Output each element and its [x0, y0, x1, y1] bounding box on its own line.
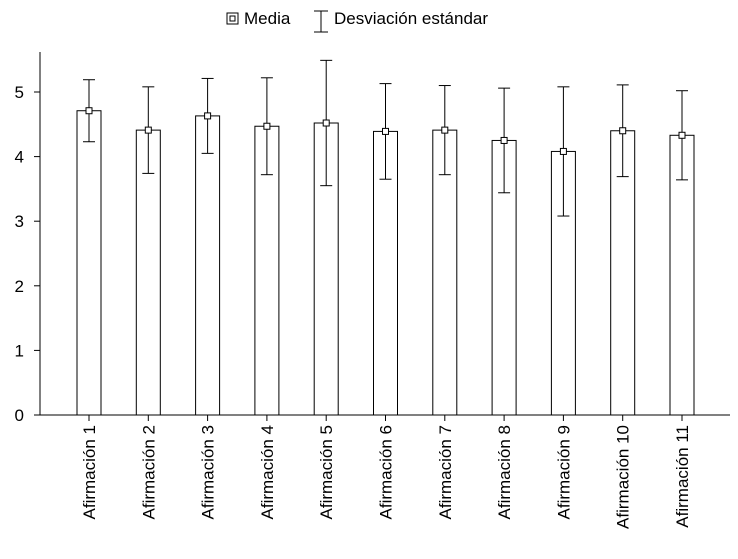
y-tick-label: 1	[15, 341, 24, 360]
y-tick-label: 2	[15, 277, 24, 296]
legend-sd-marker	[314, 10, 328, 33]
bar	[610, 130, 636, 416]
x-tick-label: Afirmación 5	[317, 425, 336, 519]
mean-marker	[263, 122, 271, 130]
bars	[76, 59, 695, 416]
mean-marker	[678, 131, 686, 139]
x-tick-labels: Afirmación 1 Afirmación 2 Afirmación 3 Afir…	[80, 415, 692, 529]
x-tick-label: Afirmación 3	[199, 425, 218, 519]
mean-marker	[322, 119, 330, 127]
bar	[195, 115, 221, 416]
y-ticks: 0 1 2 3 4 5	[15, 83, 40, 425]
bar	[432, 129, 458, 416]
x-tick-label: Afirmación 1	[80, 425, 99, 519]
legend: Media Desviación estándar	[226, 9, 488, 33]
x-tick-label: Afirmación 8	[495, 425, 514, 519]
mean-marker	[500, 136, 508, 144]
mean-marker	[85, 107, 93, 115]
mean-marker	[441, 126, 449, 134]
legend-mean-marker-inner	[229, 15, 236, 22]
x-tick-label: Afirmación 10	[614, 425, 633, 529]
mean-marker	[559, 147, 567, 155]
mean-marker	[144, 126, 152, 134]
x-tick-label: Afirmación 11	[673, 425, 692, 528]
legend-sd-label: Desviación estándar	[334, 9, 488, 28]
x-tick-label: Afirmación 4	[258, 425, 277, 519]
mean-marker	[619, 127, 627, 135]
x-tick-label: Afirmación 6	[377, 425, 396, 519]
y-tick-label: 3	[15, 212, 24, 231]
y-tick-label: 4	[15, 148, 24, 167]
legend-mean-label: Media	[244, 9, 291, 28]
bar	[76, 110, 102, 416]
y-tick-label: 5	[15, 83, 24, 102]
x-tick-label: Afirmación 7	[436, 425, 455, 519]
mean-marker	[204, 112, 212, 120]
y-tick-label: 0	[15, 406, 24, 425]
x-tick-label: Afirmación 9	[554, 425, 573, 519]
x-tick-label: Afirmación 2	[139, 425, 158, 519]
mean-marker	[382, 127, 389, 135]
